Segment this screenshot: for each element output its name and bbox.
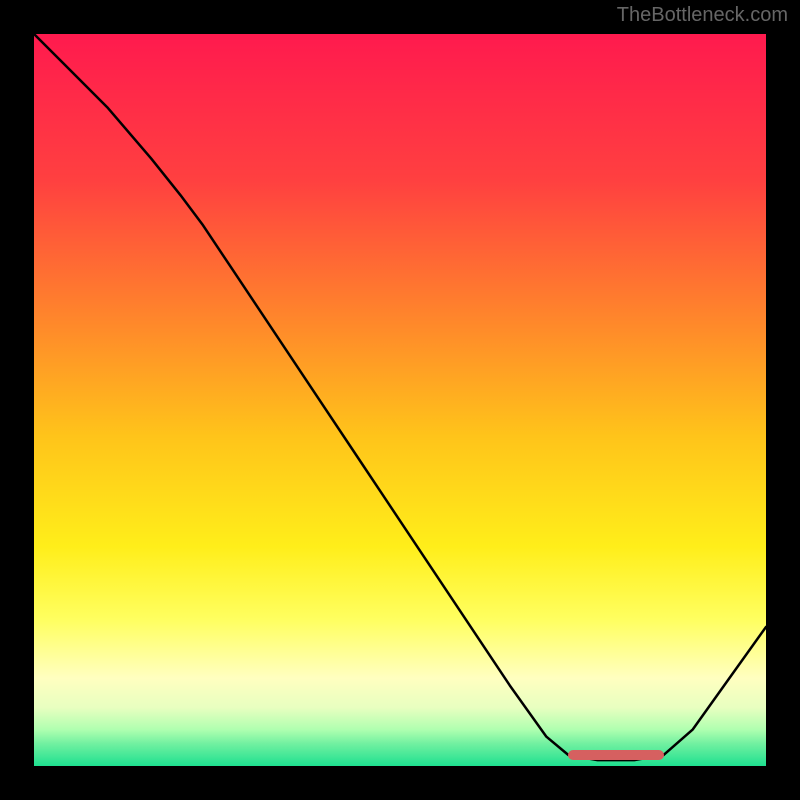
chart-curve-svg [34,34,766,766]
chart-min-marker [568,750,663,760]
chart-curve-path [34,34,766,760]
watermark-text: TheBottleneck.com [617,4,788,27]
chart-plot-area [34,34,766,766]
